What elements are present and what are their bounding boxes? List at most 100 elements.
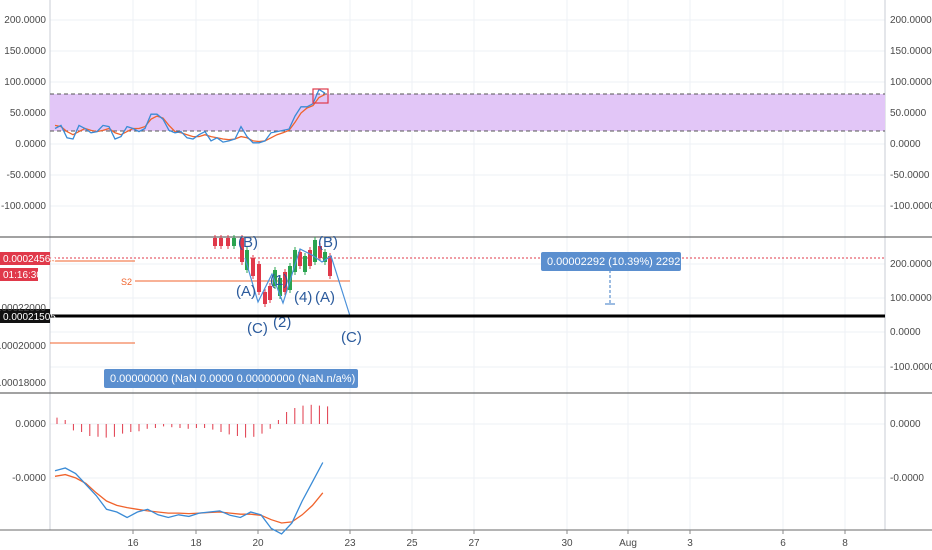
x-tick-label: 23 <box>344 538 356 549</box>
axis-tick-label: 100.0000 <box>890 293 932 304</box>
rsi-highlight-box[interactable] <box>312 88 329 104</box>
price-panel[interactable]: S2 (B) (B) (A) (C) (1) (2) (4) (A) (C) 0… <box>0 234 932 389</box>
x-tick-label: 6 <box>780 538 786 549</box>
candle-body <box>257 264 261 292</box>
measure-label-box[interactable] <box>541 252 681 271</box>
crosshair-tag-box <box>0 309 50 323</box>
wave-label-4: (4) <box>294 289 312 306</box>
info-label-box <box>104 369 358 388</box>
price-tag: 0.00024565 <box>3 254 56 265</box>
macd-panel[interactable]: 0.0000 -0.0000 0.0000 -0.0000 <box>12 404 924 535</box>
candle-body <box>293 250 297 272</box>
candle-body <box>268 286 272 300</box>
wave-label-2: (2) <box>273 314 291 331</box>
x-tick-label: Aug <box>619 538 637 549</box>
axis-tick-label: 0.0000 <box>890 327 921 338</box>
axis-tick-label: 50.0000 <box>890 108 927 119</box>
axis-tick-label: 200.0000 <box>890 259 932 270</box>
candle-body <box>213 238 217 246</box>
candle-body <box>303 256 307 272</box>
x-tick-label: 30 <box>561 538 573 549</box>
measure-label: 0.00002292 (10.39%) 2292 <box>547 256 680 268</box>
axis-tick-label: 0.00022000 <box>0 303 46 314</box>
wave-label-1: (1) <box>270 272 288 289</box>
axis-tick-label: -0.0000 <box>890 473 924 484</box>
rsi-signal-line <box>54 93 326 143</box>
rsi-band <box>50 94 885 131</box>
candle-body <box>323 252 327 262</box>
candle-body <box>298 252 302 266</box>
axis-tick-label: -50.0000 <box>890 170 930 181</box>
candlesticks <box>213 235 332 307</box>
rsi-left-axis: 200.0000 150.0000 100.0000 50.0000 0.0000 -50… <box>1 15 46 212</box>
axis-tick-label: -100.0000 <box>890 201 932 212</box>
countdown-tag-box <box>0 268 38 281</box>
candle-body <box>288 266 292 290</box>
candle-body <box>328 256 332 276</box>
price-tag-box <box>0 252 50 265</box>
macd-right-axis: 0.0000 -0.0000 <box>890 419 924 484</box>
axis-tick-label: 200.0000 <box>4 15 46 26</box>
axis-tick-label: 0.00020000 <box>0 341 46 352</box>
wave-label-a2: (A) <box>315 289 335 306</box>
elliott-wave-path[interactable] <box>244 248 351 317</box>
x-tick-label: 16 <box>127 538 139 549</box>
axis-tick-label: 150.0000 <box>890 46 932 57</box>
x-tick-label: 3 <box>687 538 693 549</box>
axis-tick-label: 0.00018000 <box>0 378 46 389</box>
wave-label-c2: (C) <box>341 329 362 346</box>
wave-label-c: (C) <box>247 320 268 337</box>
wave-label-b2: (B) <box>318 234 338 251</box>
countdown-tag: 01:16:30 <box>3 270 42 281</box>
x-tick-label: 20 <box>252 538 264 549</box>
x-tick-label: 8 <box>842 538 848 549</box>
macd-left-axis: 0.0000 -0.0000 <box>12 419 46 484</box>
pivot-label-s2: S2 <box>121 277 132 287</box>
axis-tick-label: -50.0000 <box>7 170 47 181</box>
panel-borders <box>0 0 932 531</box>
wave-label-a: (A) <box>236 283 256 300</box>
axis-tick-label: 100.0000 <box>890 77 932 88</box>
rsi-panel[interactable]: 200.0000 150.0000 100.0000 50.0000 0.0000 -50… <box>1 15 932 212</box>
axis-tick-label: -100.0000 <box>1 201 46 212</box>
candle-body <box>251 258 255 276</box>
candle-body <box>313 240 317 262</box>
rsi-line <box>54 88 326 144</box>
candle-body <box>308 250 312 266</box>
candle-body <box>273 270 277 286</box>
price-right-axis: 200.0000 100.0000 0.0000 -100.0000 <box>890 259 932 373</box>
candle-body <box>240 238 244 262</box>
axis-tick-label: 200.0000 <box>890 15 932 26</box>
wave-label-b: (B) <box>238 234 258 251</box>
x-tick-label: 25 <box>406 538 418 549</box>
axis-tick-label: 0.0000 <box>890 419 921 430</box>
axis-tick-label: 0.0000 <box>15 419 46 430</box>
axis-tick-label: 100.0000 <box>4 77 46 88</box>
axis-tick-label: 150.0000 <box>4 46 46 57</box>
rsi-right-axis: 200.0000 150.0000 100.0000 50.0000 0.0000 -50… <box>890 15 932 212</box>
macd-line <box>54 462 324 535</box>
candle-body <box>226 238 230 246</box>
candle-body <box>278 278 282 296</box>
macd-signal-line <box>54 473 324 524</box>
axis-tick-label: 0.0000 <box>890 139 921 150</box>
time-axis[interactable]: 16 18 20 23 25 27 30 Aug 3 6 8 <box>127 530 848 549</box>
candle-body <box>283 272 287 292</box>
candle-body <box>263 292 267 304</box>
info-label: 0.00000000 (NaN 0.0000 0.00000000 (NaN.n… <box>110 373 364 385</box>
grid <box>50 0 885 530</box>
axis-tick-label: -100.0000 <box>890 362 932 373</box>
candle-body <box>318 246 322 258</box>
candle-body <box>219 238 223 246</box>
candle-body <box>232 238 236 246</box>
axis-tick-label: 0.0000 <box>15 139 46 150</box>
candle-body <box>245 250 249 270</box>
x-tick-label: 27 <box>468 538 480 549</box>
axis-tick-label: 50.0000 <box>10 108 47 119</box>
price-left-axis: 0.00022000 0.00020000 0.00018000 <box>0 303 46 389</box>
axis-tick-label: -0.0000 <box>12 473 46 484</box>
macd-histogram <box>56 404 329 438</box>
x-tick-label: 18 <box>190 538 202 549</box>
crosshair-tag: 0.00021505 <box>3 312 56 323</box>
